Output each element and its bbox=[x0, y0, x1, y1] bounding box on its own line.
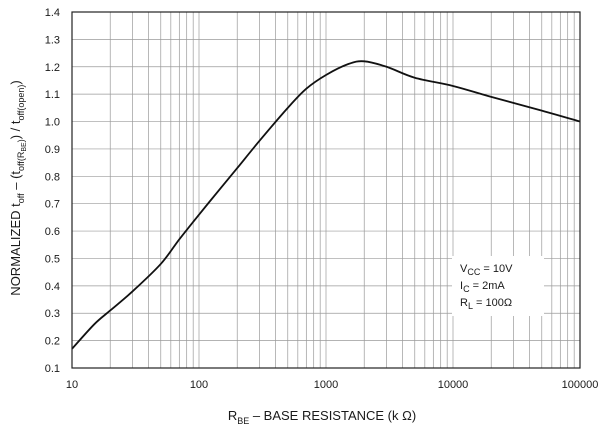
y-tick-label: 1.4 bbox=[45, 7, 60, 19]
plot-series bbox=[71, 60, 581, 350]
legend-vcc: VCC = 10V bbox=[460, 263, 513, 277]
series-line bbox=[71, 60, 581, 350]
y-tick-label: 1.2 bbox=[45, 62, 60, 74]
plot-frame bbox=[71, 11, 581, 369]
y-tick-label: 0.5 bbox=[45, 253, 60, 265]
x-tick-label: 100000 bbox=[562, 379, 599, 391]
tick-labels: 10 100 1000 10000 100000 0.1 0.2 0.3 0.4 0.5 0.6 0.… bbox=[45, 7, 599, 391]
y-tick-label: 0.9 bbox=[45, 144, 60, 156]
y-tick-label: 0.2 bbox=[45, 336, 60, 348]
y-tick-label: 0.4 bbox=[45, 281, 60, 293]
y-tick-label: 1.3 bbox=[45, 34, 60, 46]
y-tick-label: 0.1 bbox=[45, 363, 60, 375]
y-tick-label: 0.6 bbox=[45, 226, 60, 238]
x-tick-label: 10000 bbox=[438, 379, 469, 391]
x-tick-label: 1000 bbox=[314, 379, 338, 391]
y-axis-title: NORMALIZED toff – (toff(RBE)) / toff(ope… bbox=[8, 80, 28, 295]
x-axis-title: RBE – BASE RESISTANCE (k Ω) bbox=[228, 408, 416, 426]
y-tick-label: 0.7 bbox=[45, 199, 60, 211]
y-tick-label: 1.1 bbox=[45, 89, 60, 101]
y-tick-label: 0.3 bbox=[45, 308, 60, 320]
legend-rl: RL = 100Ω bbox=[460, 297, 512, 311]
legend-ic: IC = 2mA bbox=[460, 280, 505, 294]
legend-box bbox=[452, 256, 544, 316]
x-tick-label: 100 bbox=[190, 379, 208, 391]
y-tick-label: 0.8 bbox=[45, 171, 60, 183]
x-tick-label: 10 bbox=[66, 379, 78, 391]
y-tick-label: 1.0 bbox=[45, 117, 60, 129]
